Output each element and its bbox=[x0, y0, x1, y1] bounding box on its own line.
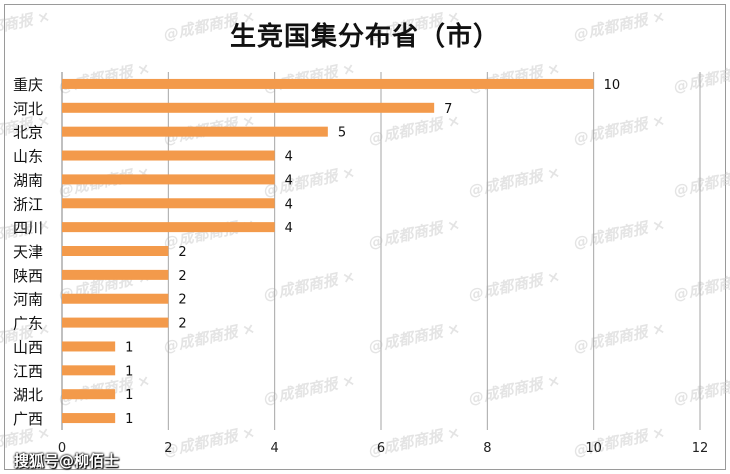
category-label: 陕西 bbox=[13, 267, 43, 285]
category-label: 浙江 bbox=[13, 195, 43, 213]
category-label: 重庆 bbox=[13, 76, 43, 94]
watermark-text: @成都商报 × bbox=[262, 267, 357, 304]
bar bbox=[62, 293, 169, 304]
data-label: 2 bbox=[178, 293, 186, 308]
bar bbox=[62, 78, 594, 89]
data-label: 2 bbox=[178, 269, 186, 284]
category-label: 广西 bbox=[13, 410, 43, 428]
data-label: 4 bbox=[285, 197, 293, 212]
category-label: 湖南 bbox=[13, 171, 43, 189]
data-label: 4 bbox=[285, 221, 293, 236]
x-tick-label: 12 bbox=[692, 441, 709, 456]
x-tick-label: 2 bbox=[164, 441, 172, 456]
category-label: 河南 bbox=[13, 291, 43, 309]
x-tick-label: 8 bbox=[483, 441, 491, 456]
chart-title: 生竞国集分布省（市） bbox=[229, 22, 500, 52]
bar bbox=[62, 246, 169, 256]
bar bbox=[62, 341, 116, 352]
watermark-text: @成都商报 × bbox=[262, 59, 357, 96]
bar bbox=[62, 269, 169, 280]
watermark-text: @成都商报 × bbox=[467, 371, 562, 408]
watermark-text: @成都商报 × bbox=[672, 163, 730, 200]
data-label: 1 bbox=[125, 340, 133, 355]
data-label: 1 bbox=[125, 388, 133, 403]
data-label: 2 bbox=[178, 317, 186, 332]
watermark-text: @成都商报 × bbox=[672, 371, 730, 408]
bar bbox=[62, 150, 275, 161]
watermark-text: @成都商报 × bbox=[467, 163, 562, 200]
watermark-text: @成都商报 × bbox=[57, 59, 152, 96]
data-label: 4 bbox=[285, 150, 293, 165]
bar bbox=[62, 102, 435, 113]
watermark-text: @成都商报 × bbox=[162, 319, 257, 356]
bar bbox=[62, 174, 275, 185]
x-tick-label: 10 bbox=[585, 441, 602, 456]
data-label: 4 bbox=[285, 173, 293, 188]
bar bbox=[62, 126, 328, 137]
x-tick-label: 6 bbox=[377, 441, 385, 456]
data-label: 2 bbox=[178, 245, 186, 260]
watermark-text: @成都商报 × bbox=[672, 267, 730, 304]
category-label: 广东 bbox=[13, 315, 43, 333]
data-label: 7 bbox=[444, 102, 452, 117]
data-label: 1 bbox=[125, 364, 133, 379]
bar bbox=[62, 365, 116, 376]
bar bbox=[62, 198, 275, 209]
watermark-text: @成都商报 × bbox=[572, 319, 667, 356]
watermark-text: @成都商报 × bbox=[572, 215, 667, 252]
data-label: 10 bbox=[604, 78, 621, 93]
watermark-text: @成都商报 × bbox=[672, 59, 730, 96]
bars bbox=[62, 78, 594, 424]
bar bbox=[62, 413, 116, 424]
category-label: 江西 bbox=[13, 362, 43, 380]
data-label: 5 bbox=[338, 126, 346, 141]
bar bbox=[62, 222, 275, 233]
bar bbox=[62, 317, 169, 328]
category-label: 北京 bbox=[13, 124, 43, 142]
x-tick-label: 4 bbox=[271, 441, 279, 456]
category-label: 山西 bbox=[13, 338, 43, 356]
watermark-text: @成都商报 × bbox=[262, 371, 357, 408]
data-label: 1 bbox=[125, 412, 133, 427]
category-label: 湖北 bbox=[13, 386, 43, 404]
watermark-text: @成都商报 × bbox=[262, 163, 357, 200]
bar bbox=[62, 389, 116, 400]
category-label: 天津 bbox=[13, 243, 43, 261]
watermark-text: @成都商报 × bbox=[162, 423, 257, 460]
watermark-text: @成都商报 × bbox=[162, 215, 257, 252]
watermark-text: @成都商报 × bbox=[572, 111, 667, 148]
x-tick-label: 0 bbox=[58, 441, 66, 456]
watermark-credit: 搜狐号@柳佰士 bbox=[14, 452, 120, 470]
watermark-text: @成都商报 × bbox=[467, 267, 562, 304]
category-label: 山东 bbox=[13, 148, 43, 166]
category-label: 四川 bbox=[13, 219, 43, 237]
category-label: 河北 bbox=[13, 100, 43, 118]
watermark-text: @成都商报 × bbox=[467, 59, 562, 96]
